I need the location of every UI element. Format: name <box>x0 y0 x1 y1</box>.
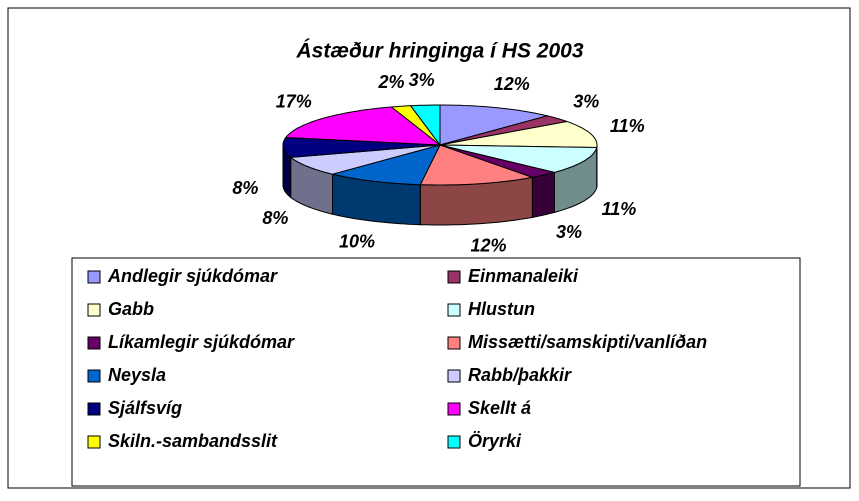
chart-title: Ástæður hringinga í HS 2003 <box>295 40 583 63</box>
legend-label: Sjálfsvíg <box>108 398 182 418</box>
data-label: 12% <box>494 74 530 94</box>
legend-label: Skellt á <box>468 398 531 418</box>
legend-label: Hlustun <box>468 299 535 319</box>
legend-swatch <box>448 337 460 349</box>
legend-swatch <box>88 304 100 316</box>
legend-label: Líkamlegir sjúkdómar <box>108 332 295 352</box>
data-label: 12% <box>470 236 506 256</box>
legend-box <box>72 258 800 486</box>
legend-label: Andlegir sjúkdómar <box>107 266 278 286</box>
data-label: 3% <box>573 91 599 111</box>
data-label: 10% <box>339 232 375 252</box>
data-label: 2% <box>377 72 404 92</box>
legend-label: Rabb/þakkir <box>468 365 572 385</box>
data-label: 11% <box>602 199 637 219</box>
data-label: 11% <box>610 116 645 136</box>
legend-swatch <box>88 436 100 448</box>
legend-label: Gabb <box>108 299 154 319</box>
legend-label: Einmanaleiki <box>468 266 579 286</box>
pie-side <box>532 172 554 217</box>
legend-swatch <box>448 403 460 415</box>
legend-label: Neysla <box>108 365 166 385</box>
legend-swatch <box>88 337 100 349</box>
legend-swatch <box>88 271 100 283</box>
legend-swatch <box>448 370 460 382</box>
data-label: 3% <box>556 222 582 242</box>
data-label: 8% <box>232 178 258 198</box>
legend-swatch <box>88 403 100 415</box>
legend-swatch <box>448 436 460 448</box>
legend-swatch <box>448 271 460 283</box>
data-label: 8% <box>262 208 288 228</box>
legend-label: Skiln.-sambandsslit <box>108 431 278 451</box>
data-label: 3% <box>409 70 435 90</box>
data-label: 17% <box>276 91 312 111</box>
legend-label: Missætti/samskipti/vanlíðan <box>468 332 707 352</box>
legend-swatch <box>448 304 460 316</box>
legend-swatch <box>88 370 100 382</box>
legend-label: Öryrki <box>468 431 522 451</box>
